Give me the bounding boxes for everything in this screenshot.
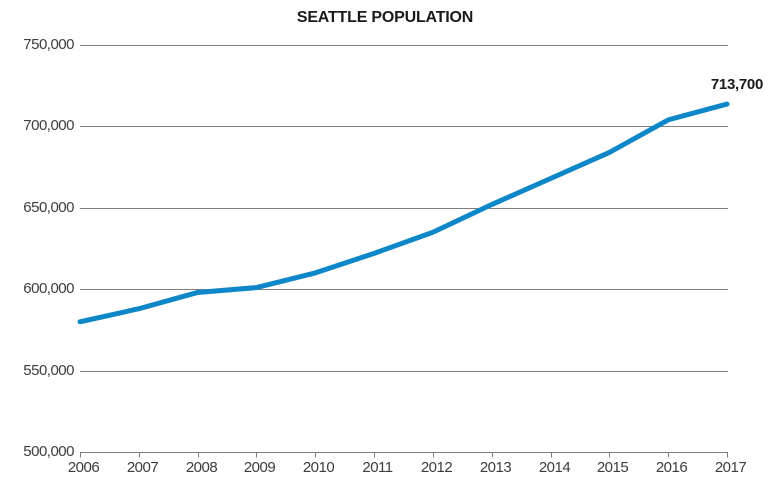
y-axis-tick-label: 750,000 [23,36,74,53]
data-point-label-2017: 713,700 [710,76,763,93]
x-axis-tick-label: 2011 [362,459,393,476]
x-axis-tick-label: 2007 [126,459,159,476]
y-axis-tick-label: 700,000 [23,117,74,134]
y-axis-tick-label: 550,000 [23,362,74,379]
x-axis-tick-label: 2006 [67,459,100,476]
y-axis-tick-label: 500,000 [23,443,74,460]
x-axis-tick-label: 2014 [538,459,571,476]
population-line-series [77,101,730,325]
y-axis-tick-label: 600,000 [23,280,74,297]
x-axis-tick-label: 2009 [243,459,276,476]
x-axis-tick-label: 2008 [185,459,218,476]
x-axis-tick-label: 2016 [655,459,688,476]
x-axis-tick-label: 2013 [479,459,512,476]
x-axis-tick-label: 2012 [420,459,453,476]
chart-title: SEATTLE POPULATION [296,9,474,26]
x-axis-tick-label: 2017 [714,459,747,476]
x-axis-tick-label: 2015 [596,459,629,476]
x-axis-tick-label: 2010 [302,459,335,476]
y-axis-tick-label: 650,000 [23,199,74,216]
